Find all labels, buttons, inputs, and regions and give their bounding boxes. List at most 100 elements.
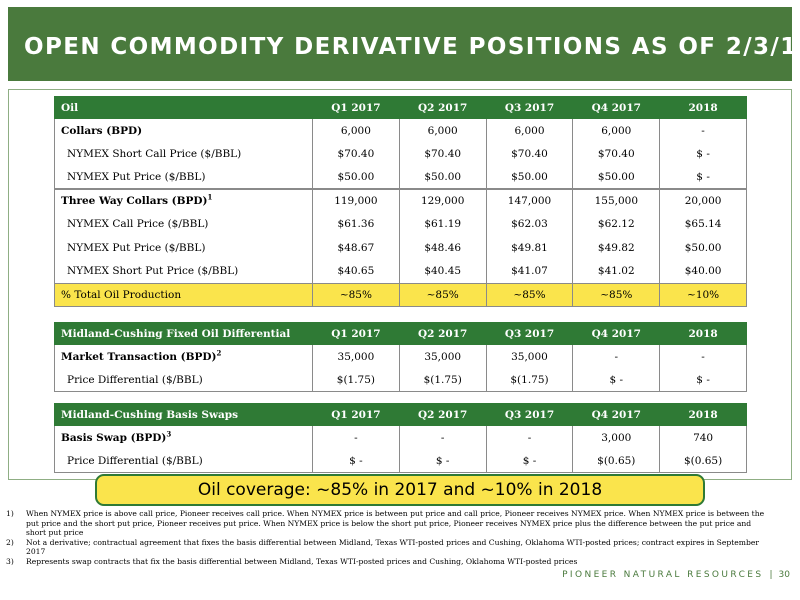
footnote-text: Represents swap contracts that fix the b… (26, 556, 578, 566)
footnote-number: 1) (6, 509, 14, 518)
column-header: 2018 (659, 403, 747, 426)
table-row: Collars (BPD) 6,000 6,000 6,000 6,000 - (54, 118, 747, 142)
column-header: 2018 (659, 96, 747, 119)
table-cell: 740 (659, 425, 747, 449)
table-cell: $70.40 (312, 142, 400, 166)
row-label: Price Differential ($/BBL) (54, 368, 313, 392)
table-cell: 35,000 (398, 344, 487, 368)
table-cell: $(0.65) (572, 449, 661, 473)
table-cell: $41.07 (485, 259, 574, 284)
table-cell: 147,000 (485, 188, 574, 213)
footnote-number: 2) (6, 537, 14, 547)
table-row-total-production: % Total Oil Production ~85% ~85% ~85% ~8… (54, 282, 747, 307)
row-label: Basis Swap (BPD)3 (54, 425, 313, 449)
footnotes: 1) When NYMEX price is above call price,… (6, 509, 768, 567)
row-label: % Total Oil Production (54, 282, 313, 307)
footnote: 3) Represents swap contracts that fix th… (6, 557, 768, 567)
row-label: NYMEX Short Call Price ($/BBL) (54, 142, 313, 166)
table-cell: $(0.65) (659, 449, 747, 473)
row-label: NYMEX Put Price ($/BBL) (54, 165, 313, 190)
table-cell: $40.00 (659, 259, 747, 284)
table-row: NYMEX Short Call Price ($/BBL) $70.40 $7… (54, 142, 747, 166)
table-cell: ~85% (398, 282, 487, 307)
table-cell: $ - (659, 142, 747, 166)
table-cell: 119,000 (312, 188, 400, 213)
table-row: Three Way Collars (BPD)1 119,000 129,000… (54, 188, 747, 213)
table-cell: $50.00 (572, 165, 661, 190)
table-cell: 6,000 (572, 118, 661, 142)
row-label: Market Transaction (BPD)2 (54, 344, 313, 368)
table-cell: $61.19 (398, 212, 487, 236)
table-cell: $ - (659, 165, 747, 190)
table-row: Market Transaction (BPD)2 35,000 35,000 … (54, 344, 747, 368)
table-cell: $70.40 (485, 142, 574, 166)
column-header: Oil (54, 96, 313, 119)
column-header: Q2 2017 (398, 322, 487, 345)
table-cell: - (659, 344, 747, 368)
table-cell: $(1.75) (312, 368, 400, 392)
row-label: Three Way Collars (BPD)1 (54, 188, 313, 213)
table-cell: $ - (572, 368, 661, 392)
column-header: Q2 2017 (398, 403, 487, 426)
row-label: Collars (BPD) (54, 118, 313, 142)
table-cell: ~85% (485, 282, 574, 307)
table-row: Basis Swap (BPD)3 - - - 3,000 740 (54, 425, 747, 449)
table-cell: $50.00 (659, 236, 747, 260)
column-header: Q4 2017 (572, 403, 661, 426)
table-cell: $41.02 (572, 259, 661, 284)
footer: PIONEER NATURAL RESOURCES | 30 (562, 570, 790, 580)
table-cell: $ - (398, 449, 487, 473)
table-cell: $50.00 (398, 165, 487, 190)
table-cell: $40.65 (312, 259, 400, 284)
table-cell: 6,000 (485, 118, 574, 142)
table-cell: 35,000 (312, 344, 400, 368)
footnote-ref: 3 (166, 429, 172, 438)
oil-table-header: Oil Q1 2017 Q2 2017 Q3 2017 Q4 2017 2018 (54, 96, 747, 119)
row-label: Price Differential ($/BBL) (54, 449, 313, 473)
column-header: Q3 2017 (485, 322, 574, 345)
table-row: NYMEX Put Price ($/BBL) $48.67 $48.46 $4… (54, 236, 747, 260)
table-cell: - (659, 118, 747, 142)
table-cell: ~10% (659, 282, 747, 307)
column-header: Midland-Cushing Fixed Oil Differential (54, 322, 313, 345)
table-cell: $ - (485, 449, 574, 473)
table-cell: - (572, 344, 661, 368)
table-row: NYMEX Call Price ($/BBL) $61.36 $61.19 $… (54, 212, 747, 236)
basis-swaps-table: Midland-Cushing Basis Swaps Q1 2017 Q2 2… (54, 403, 747, 473)
table-cell: $62.12 (572, 212, 661, 236)
basis-swaps-table-header: Midland-Cushing Basis Swaps Q1 2017 Q2 2… (54, 403, 747, 426)
company-name: PIONEER NATURAL RESOURCES (562, 570, 764, 580)
table-cell: 20,000 (659, 188, 747, 213)
table-cell: $50.00 (485, 165, 574, 190)
footnote: 1) When NYMEX price is above call price,… (6, 509, 768, 538)
page-title: OPEN COMMODITY DERIVATIVE POSITIONS AS O… (24, 34, 800, 60)
table-cell: 6,000 (398, 118, 487, 142)
row-label: NYMEX Put Price ($/BBL) (54, 236, 313, 260)
table-cell: - (398, 425, 487, 449)
row-label: NYMEX Call Price ($/BBL) (54, 212, 313, 236)
table-cell: $(1.75) (485, 368, 574, 392)
table-row: Price Differential ($/BBL) $ - $ - $ - $… (54, 449, 747, 473)
column-header: Q3 2017 (485, 403, 574, 426)
column-header: Q1 2017 (312, 403, 400, 426)
row-label: NYMEX Short Put Price ($/BBL) (54, 259, 313, 284)
footnote-ref: 2 (216, 348, 222, 357)
table-cell: $49.81 (485, 236, 574, 260)
footnote-text: Not a derivative; contractual agreement … (26, 537, 759, 557)
column-header: Q3 2017 (485, 96, 574, 119)
oil-table: Oil Q1 2017 Q2 2017 Q3 2017 Q4 2017 2018… (54, 96, 747, 307)
table-cell: $49.82 (572, 236, 661, 260)
table-cell: - (312, 425, 400, 449)
table-cell: 6,000 (312, 118, 400, 142)
table-cell: - (485, 425, 574, 449)
footnote-number: 3) (6, 556, 14, 566)
table-cell: 155,000 (572, 188, 661, 213)
footer-separator: | (769, 570, 773, 580)
footnote-text: When NYMEX price is above call price, Pi… (26, 509, 765, 538)
column-header: Q2 2017 (398, 96, 487, 119)
differential-table-header: Midland-Cushing Fixed Oil Differential Q… (54, 322, 747, 345)
table-cell: ~85% (572, 282, 661, 307)
table-row: Price Differential ($/BBL) $(1.75) $(1.7… (54, 368, 747, 392)
footnote: 2) Not a derivative; contractual agreeme… (6, 538, 768, 557)
title-bar: OPEN COMMODITY DERIVATIVE POSITIONS AS O… (8, 7, 800, 81)
